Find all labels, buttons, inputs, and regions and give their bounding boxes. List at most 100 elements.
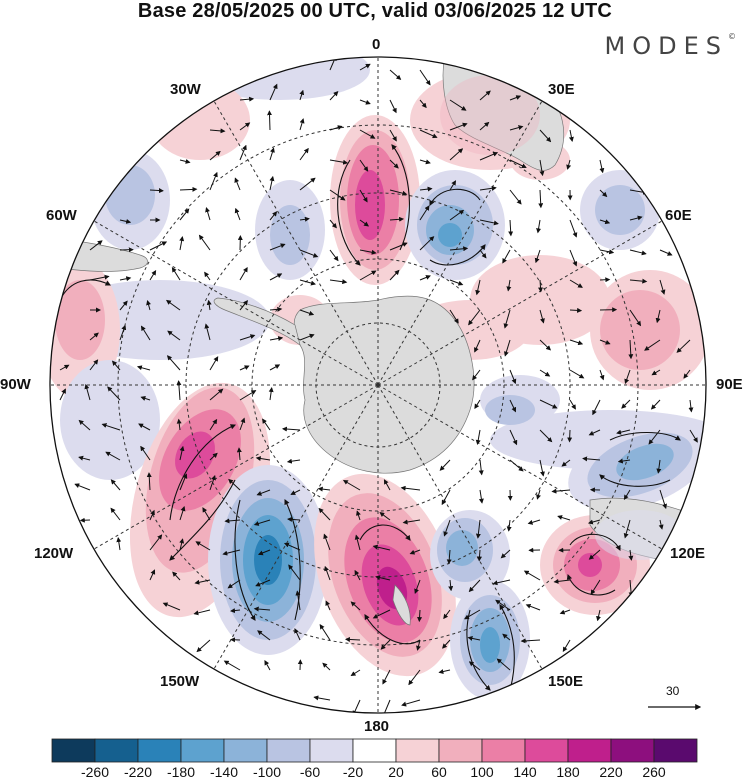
wind-vector (656, 459, 662, 474)
circulation-arrows (59, 144, 681, 691)
wind-vector (228, 478, 241, 491)
wind-vector (599, 159, 605, 174)
wind-vector (342, 479, 361, 491)
wind-vector (239, 365, 250, 371)
wind-vector (449, 99, 467, 111)
wind-vector (419, 205, 430, 221)
wind-vector (299, 249, 319, 258)
wind-vector (477, 549, 482, 562)
wind-vector (344, 637, 361, 642)
wind-vector (116, 537, 122, 551)
wind-vector (323, 533, 331, 551)
wind-vector (569, 279, 583, 288)
lon-label-150w: 150W (160, 673, 200, 690)
wind-vector (683, 369, 691, 379)
wind-vector (179, 159, 191, 164)
wind-vector (329, 279, 348, 285)
wind-vector (449, 148, 464, 161)
wind-vector (209, 356, 219, 371)
wind-vector (224, 518, 241, 524)
wind-vector (239, 266, 248, 281)
wind-vector (119, 300, 128, 311)
wind-vector (676, 339, 691, 353)
wind-vector (655, 309, 661, 324)
wind-vector (599, 369, 605, 381)
wind-vector (239, 144, 247, 161)
wind-vector (582, 456, 601, 462)
colorbar-swatch (524, 738, 569, 763)
wind-vector (389, 216, 405, 222)
wind-vector (176, 380, 182, 401)
wind-vector (559, 609, 571, 615)
wind-vector (171, 267, 181, 281)
wind-vector (389, 269, 400, 281)
wind-vector (329, 189, 346, 201)
wind-vector (379, 511, 391, 521)
wind-vector (590, 579, 601, 595)
wind-vector (383, 479, 391, 491)
wind-vector (329, 159, 349, 165)
wind-vector (629, 249, 647, 256)
wind-vector (419, 69, 431, 86)
wind-vector (230, 608, 241, 614)
wind-vector (149, 270, 157, 281)
wind-vector (194, 579, 211, 585)
wind-vector (111, 360, 121, 371)
wind-vector (372, 609, 391, 619)
colorbar-tick-label: 20 (388, 764, 404, 780)
wind-vector (299, 89, 305, 101)
wind-vector (389, 159, 399, 169)
wind-vector (402, 519, 421, 525)
lon-label-90e: 90E (716, 376, 743, 393)
wind-vector (508, 219, 514, 237)
wind-vector (299, 177, 316, 191)
wind-vector (539, 429, 553, 443)
lon-label-180: 180 (364, 718, 390, 735)
wind-vector (417, 609, 423, 623)
wind-vector (628, 549, 634, 561)
wind-vector (313, 695, 331, 701)
wind-vector (209, 388, 224, 401)
wind-vector (520, 638, 541, 644)
wind-vector (149, 188, 164, 194)
wind-vector (553, 578, 571, 584)
wind-vector (359, 249, 377, 255)
wind-vector (659, 489, 667, 510)
wind-vector (538, 189, 544, 209)
wind-vector (268, 387, 274, 401)
colorbar-tick-label: -100 (252, 764, 282, 780)
wind-vector (172, 571, 181, 581)
wind-vector (166, 355, 181, 371)
wind-vector (408, 669, 421, 686)
wind-vector (539, 159, 545, 177)
wind-vector (539, 459, 545, 477)
wind-vector (475, 429, 481, 445)
wind-vector (468, 309, 481, 326)
wind-vector (449, 122, 468, 131)
wind-vector (256, 489, 271, 496)
wind-vector (688, 399, 694, 413)
wind-vector (239, 417, 246, 431)
wind-vector (356, 510, 361, 521)
wind-vector (140, 396, 151, 401)
wind-vector (525, 603, 541, 611)
wind-vector (257, 630, 271, 641)
wind-vector (509, 369, 517, 385)
wind-vector (110, 479, 121, 491)
wind-vector (209, 128, 226, 134)
wind-vector (324, 565, 331, 581)
wind-vector (599, 339, 611, 345)
wind-vector (599, 249, 615, 255)
wind-vector (468, 661, 481, 671)
wind-vector (616, 429, 631, 435)
graticule (50, 57, 706, 713)
wind-vector (234, 177, 241, 191)
new-zealand-land (392, 584, 411, 626)
wind-vector (509, 95, 522, 101)
wind-vector (566, 159, 572, 170)
wind-vector (78, 419, 91, 431)
wind-vector (562, 639, 571, 653)
wind-vector (442, 639, 451, 649)
colorbar-tick-label: 100 (470, 764, 494, 780)
wind-vector (599, 189, 608, 198)
